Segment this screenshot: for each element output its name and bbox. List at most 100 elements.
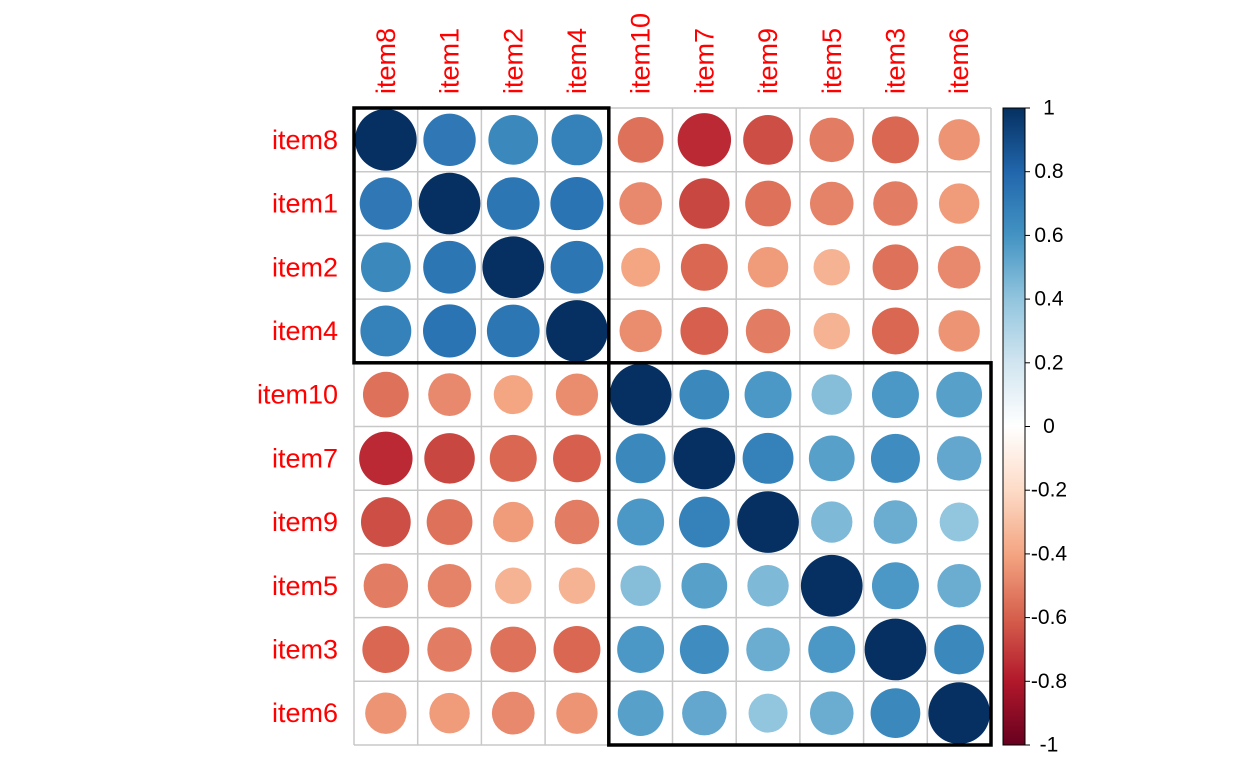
colorbar bbox=[1002, 107, 1026, 746]
colorbar-tick-label: -1 bbox=[1040, 734, 1059, 757]
correlation-circle-item3-item9 bbox=[746, 627, 790, 672]
correlation-circle-item7-item10 bbox=[615, 433, 666, 484]
correlation-circle-item8-item4 bbox=[551, 114, 603, 166]
correlation-circle-item6-item1 bbox=[429, 692, 470, 734]
row-labels: item8 item1 item2 item4 item10 item7 item9 item… bbox=[257, 125, 338, 728]
column-label-item4: item4 bbox=[562, 28, 592, 94]
row-label-item2: item2 bbox=[272, 252, 338, 282]
correlation-circle-item5-item4 bbox=[558, 567, 596, 604]
correlation-circle-item4-item4 bbox=[546, 300, 608, 362]
correlation-circle-item3-item7 bbox=[679, 624, 729, 674]
colorbar-tick-label: 0 bbox=[1043, 415, 1055, 438]
correlation-circle-item2-item2 bbox=[482, 236, 545, 299]
correlation-circle-item3-item2 bbox=[490, 626, 537, 673]
correlation-circle-item4-item10 bbox=[619, 309, 662, 353]
colorbar-tick-label: 0.4 bbox=[1034, 288, 1064, 311]
column-label-item5: item5 bbox=[817, 28, 847, 94]
correlation-circle-item7-item9 bbox=[742, 432, 794, 484]
correlation-circle-item5-item3 bbox=[871, 562, 919, 610]
row-label-item1: item1 bbox=[272, 189, 338, 219]
correlation-circle-item2-item8 bbox=[360, 242, 411, 293]
correlation-circle-item2-item7 bbox=[680, 243, 728, 291]
correlation-circles bbox=[355, 109, 991, 745]
correlation-circle-item4-item3 bbox=[871, 307, 919, 355]
correlation-circle-item8-item9 bbox=[743, 114, 793, 165]
correlation-circle-item1-item1 bbox=[418, 172, 481, 235]
correlation-circle-item10-item4 bbox=[555, 373, 599, 416]
correlation-circle-item8-item1 bbox=[423, 113, 476, 167]
row-label-item4: item4 bbox=[272, 316, 338, 346]
row-label-item10: item10 bbox=[257, 380, 338, 410]
correlation-circle-item9-item1 bbox=[426, 499, 473, 545]
correlation-circle-item3-item8 bbox=[362, 625, 410, 673]
correlation-circle-item5-item2 bbox=[495, 567, 532, 604]
column-label-item7: item7 bbox=[689, 28, 719, 94]
correlation-circle-item10-item6 bbox=[936, 371, 983, 418]
correlation-circle-item10-item2 bbox=[493, 375, 533, 415]
correlation-circle-item6-item5 bbox=[809, 691, 854, 735]
correlation-circle-item4-item2 bbox=[486, 304, 540, 358]
correlation-circle-item2-item10 bbox=[621, 247, 661, 287]
correlation-circle-item4-item6 bbox=[938, 310, 980, 352]
correlation-circle-item4-item7 bbox=[680, 307, 729, 355]
correlation-circle-item5-item9 bbox=[747, 565, 789, 607]
correlation-circle-item3-item4 bbox=[553, 625, 601, 673]
correlation-circle-item6-item3 bbox=[870, 688, 921, 739]
row-label-item3: item3 bbox=[272, 634, 338, 664]
correlation-circle-item7-item6 bbox=[936, 436, 982, 481]
correlation-circle-item2-item1 bbox=[423, 240, 476, 294]
correlation-circle-item10-item9 bbox=[744, 371, 792, 419]
correlation-circle-item8-item7 bbox=[677, 113, 732, 167]
correlation-circle-item8-item2 bbox=[488, 114, 539, 165]
correlation-circle-item4-item1 bbox=[423, 304, 477, 358]
correlation-circle-item7-item5 bbox=[808, 435, 855, 482]
correlation-circle-item3-item6 bbox=[934, 624, 985, 675]
correlation-circle-item3-item10 bbox=[617, 625, 665, 673]
correlation-circle-item7-item8 bbox=[359, 431, 413, 486]
correlation-circle-item6-item6 bbox=[928, 682, 991, 745]
correlation-circle-item5-item5 bbox=[800, 554, 863, 617]
cluster-rectangles bbox=[352, 106, 993, 747]
correlation-circle-item2-item6 bbox=[937, 245, 981, 289]
correlation-circle-item4-item5 bbox=[813, 312, 850, 350]
correlation-circle-item7-item2 bbox=[489, 434, 537, 482]
column-label-item10: item10 bbox=[626, 13, 656, 94]
correlation-circle-item9-item2 bbox=[493, 501, 534, 543]
correlation-circle-item2-item3 bbox=[872, 244, 919, 291]
correlation-circle-item6-item4 bbox=[556, 692, 598, 734]
correlation-circle-item1-item3 bbox=[873, 181, 918, 226]
correlation-circle-item8-item6 bbox=[938, 119, 980, 161]
correlation-circle-item10-item3 bbox=[871, 371, 919, 419]
column-label-item9: item9 bbox=[753, 28, 783, 94]
column-label-item8: item8 bbox=[371, 28, 401, 94]
correlation-circle-item9-item6 bbox=[939, 502, 979, 542]
correlation-circle-item1-item2 bbox=[486, 177, 540, 230]
row-label-item8: item8 bbox=[272, 125, 338, 155]
correlation-circle-item1-item7 bbox=[679, 178, 730, 229]
correlation-circle-item10-item8 bbox=[362, 371, 409, 418]
correlation-circle-item10-item5 bbox=[811, 374, 852, 415]
correlation-circle-item1-item8 bbox=[359, 177, 413, 230]
correlation-circle-item3-item1 bbox=[427, 627, 472, 672]
correlation-circle-item2-item4 bbox=[550, 240, 604, 294]
correlation-circle-item7-item3 bbox=[870, 433, 920, 483]
correlation-circle-item8-item3 bbox=[871, 116, 919, 164]
correlation-circle-item7-item4 bbox=[553, 434, 601, 483]
correlation-circle-item4-item9 bbox=[745, 308, 791, 354]
correlation-circle-item3-item3 bbox=[864, 618, 927, 681]
correlation-circle-item10-item10 bbox=[609, 363, 672, 426]
correlation-circle-item9-item4 bbox=[554, 499, 600, 545]
colorbar-tick-label: -0.6 bbox=[1031, 606, 1067, 629]
correlation-circle-item10-item1 bbox=[428, 373, 471, 417]
colorbar-tick-label: -0.4 bbox=[1031, 542, 1068, 565]
correlation-circle-item5-item10 bbox=[620, 565, 661, 606]
row-label-item9: item9 bbox=[272, 507, 338, 537]
correlation-circle-item8-item10 bbox=[617, 116, 664, 163]
colorbar-tick-label: -0.2 bbox=[1031, 479, 1067, 502]
colorbar-tick-label: 0.2 bbox=[1034, 351, 1063, 374]
column-label-item2: item2 bbox=[498, 28, 528, 94]
cluster-rect-2 bbox=[607, 361, 993, 747]
row-label-item5: item5 bbox=[272, 571, 338, 601]
column-label-item6: item6 bbox=[944, 28, 974, 94]
colorbar-tick-label: -0.8 bbox=[1031, 670, 1067, 693]
